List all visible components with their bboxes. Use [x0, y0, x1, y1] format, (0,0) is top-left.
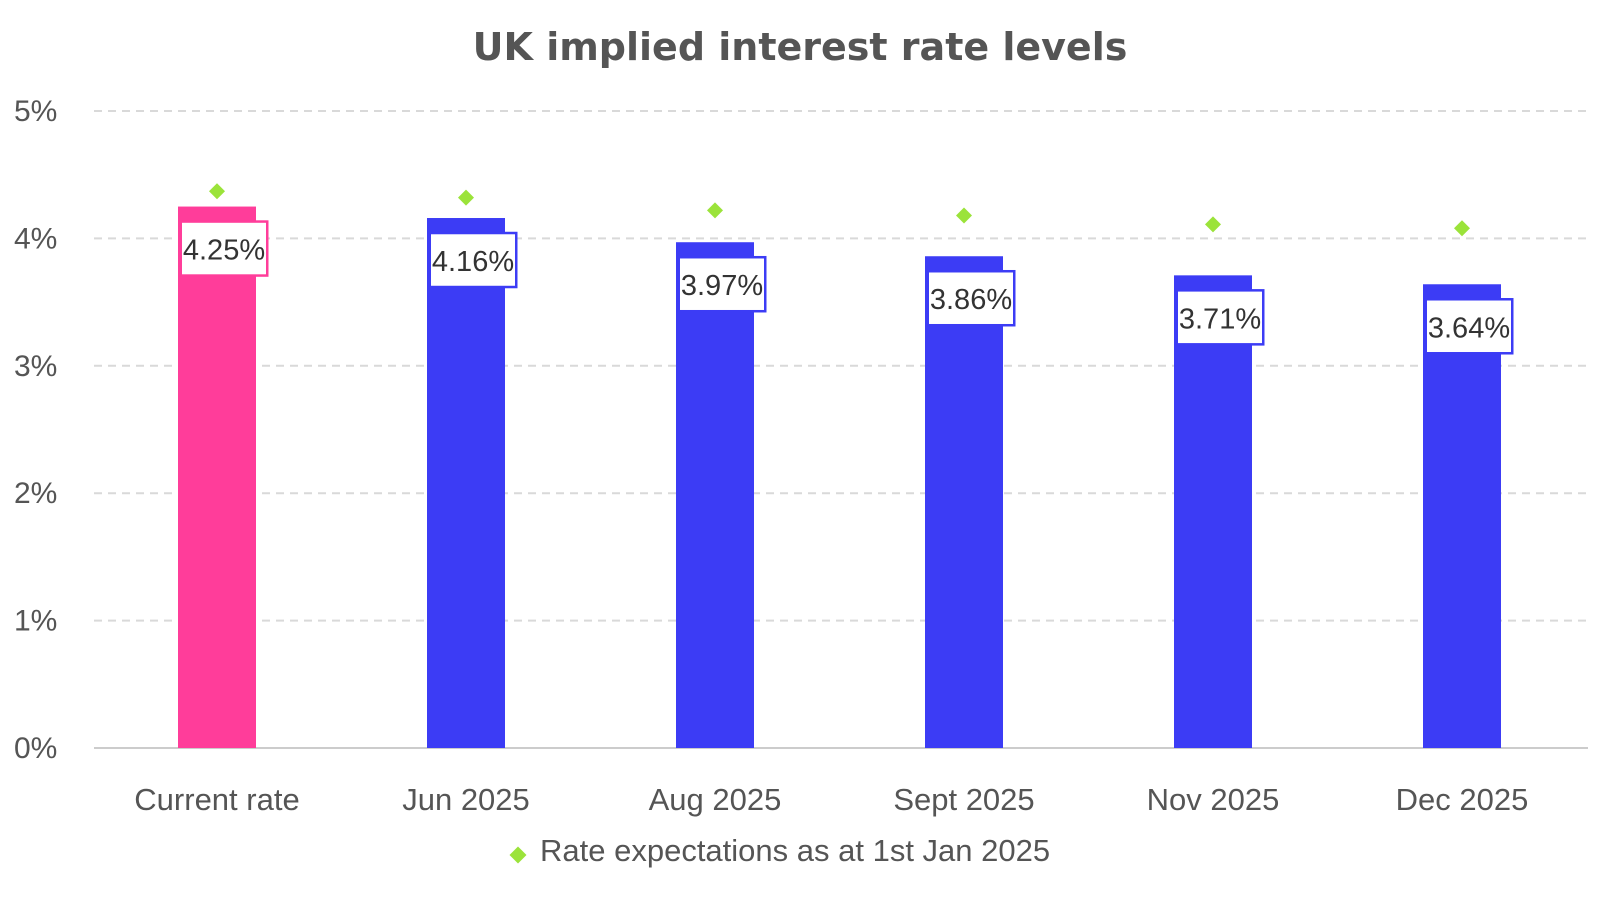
x-axis: Current rate Jun 2025 Aug 2025 Sept 2025 Nov…: [134, 782, 1528, 817]
y-tick-label: 0%: [14, 732, 57, 765]
x-tick-label: Current rate: [134, 782, 299, 817]
legend-label: Rate expectations as at 1st Jan 2025: [540, 833, 1050, 868]
marker-point: [707, 202, 723, 219]
y-tick-label: 1%: [14, 605, 57, 638]
data-label: 3.97%: [681, 270, 763, 302]
y-tick-label: 4%: [14, 222, 57, 255]
data-label-box: [677, 255, 767, 313]
marker-point: [458, 189, 474, 206]
chart-title: UK implied interest rate levels: [473, 25, 1128, 69]
gridlines: [94, 110, 1588, 749]
legend-marker: [509, 846, 527, 864]
data-label: 4.25%: [183, 235, 265, 267]
legend: Rate expectations as at 1st Jan 2025: [509, 833, 1050, 868]
y-tick-label: 3%: [14, 350, 57, 383]
marker-point: [956, 207, 972, 224]
marker-point: [209, 183, 225, 200]
data-labels: 4.25% 4.16% 3.97% 3.86% 3.71% 3.64%: [179, 220, 1514, 355]
y-tick-label: 5%: [14, 95, 57, 128]
data-label-box: [926, 269, 1016, 327]
y-axis: 0% 1% 2% 3% 4% 5%: [14, 95, 57, 765]
marker-point: [1454, 220, 1470, 237]
x-tick-label: Dec 2025: [1396, 782, 1529, 817]
bar: [676, 242, 754, 749]
data-label: 3.64%: [1428, 312, 1510, 344]
bar: [925, 256, 1003, 748]
data-label-box: [1175, 289, 1265, 346]
data-label-box: [179, 220, 269, 277]
bar: [1423, 284, 1501, 748]
bar: [427, 218, 505, 749]
data-label: 4.16%: [432, 246, 514, 278]
data-label: 3.86%: [930, 284, 1012, 316]
x-tick-label: Nov 2025: [1147, 782, 1280, 817]
x-tick-label: Jun 2025: [402, 782, 530, 817]
y-tick-label: 2%: [14, 477, 57, 510]
bar: [1174, 275, 1252, 748]
x-tick-label: Sept 2025: [893, 782, 1034, 817]
data-label-box: [428, 231, 518, 289]
data-label-box: [1424, 298, 1514, 355]
bar: [178, 206, 256, 749]
markers: [209, 183, 1470, 237]
data-label: 3.71%: [1179, 303, 1261, 335]
x-tick-label: Aug 2025: [649, 782, 782, 817]
marker-point: [1205, 216, 1221, 233]
bars: [178, 206, 1501, 749]
